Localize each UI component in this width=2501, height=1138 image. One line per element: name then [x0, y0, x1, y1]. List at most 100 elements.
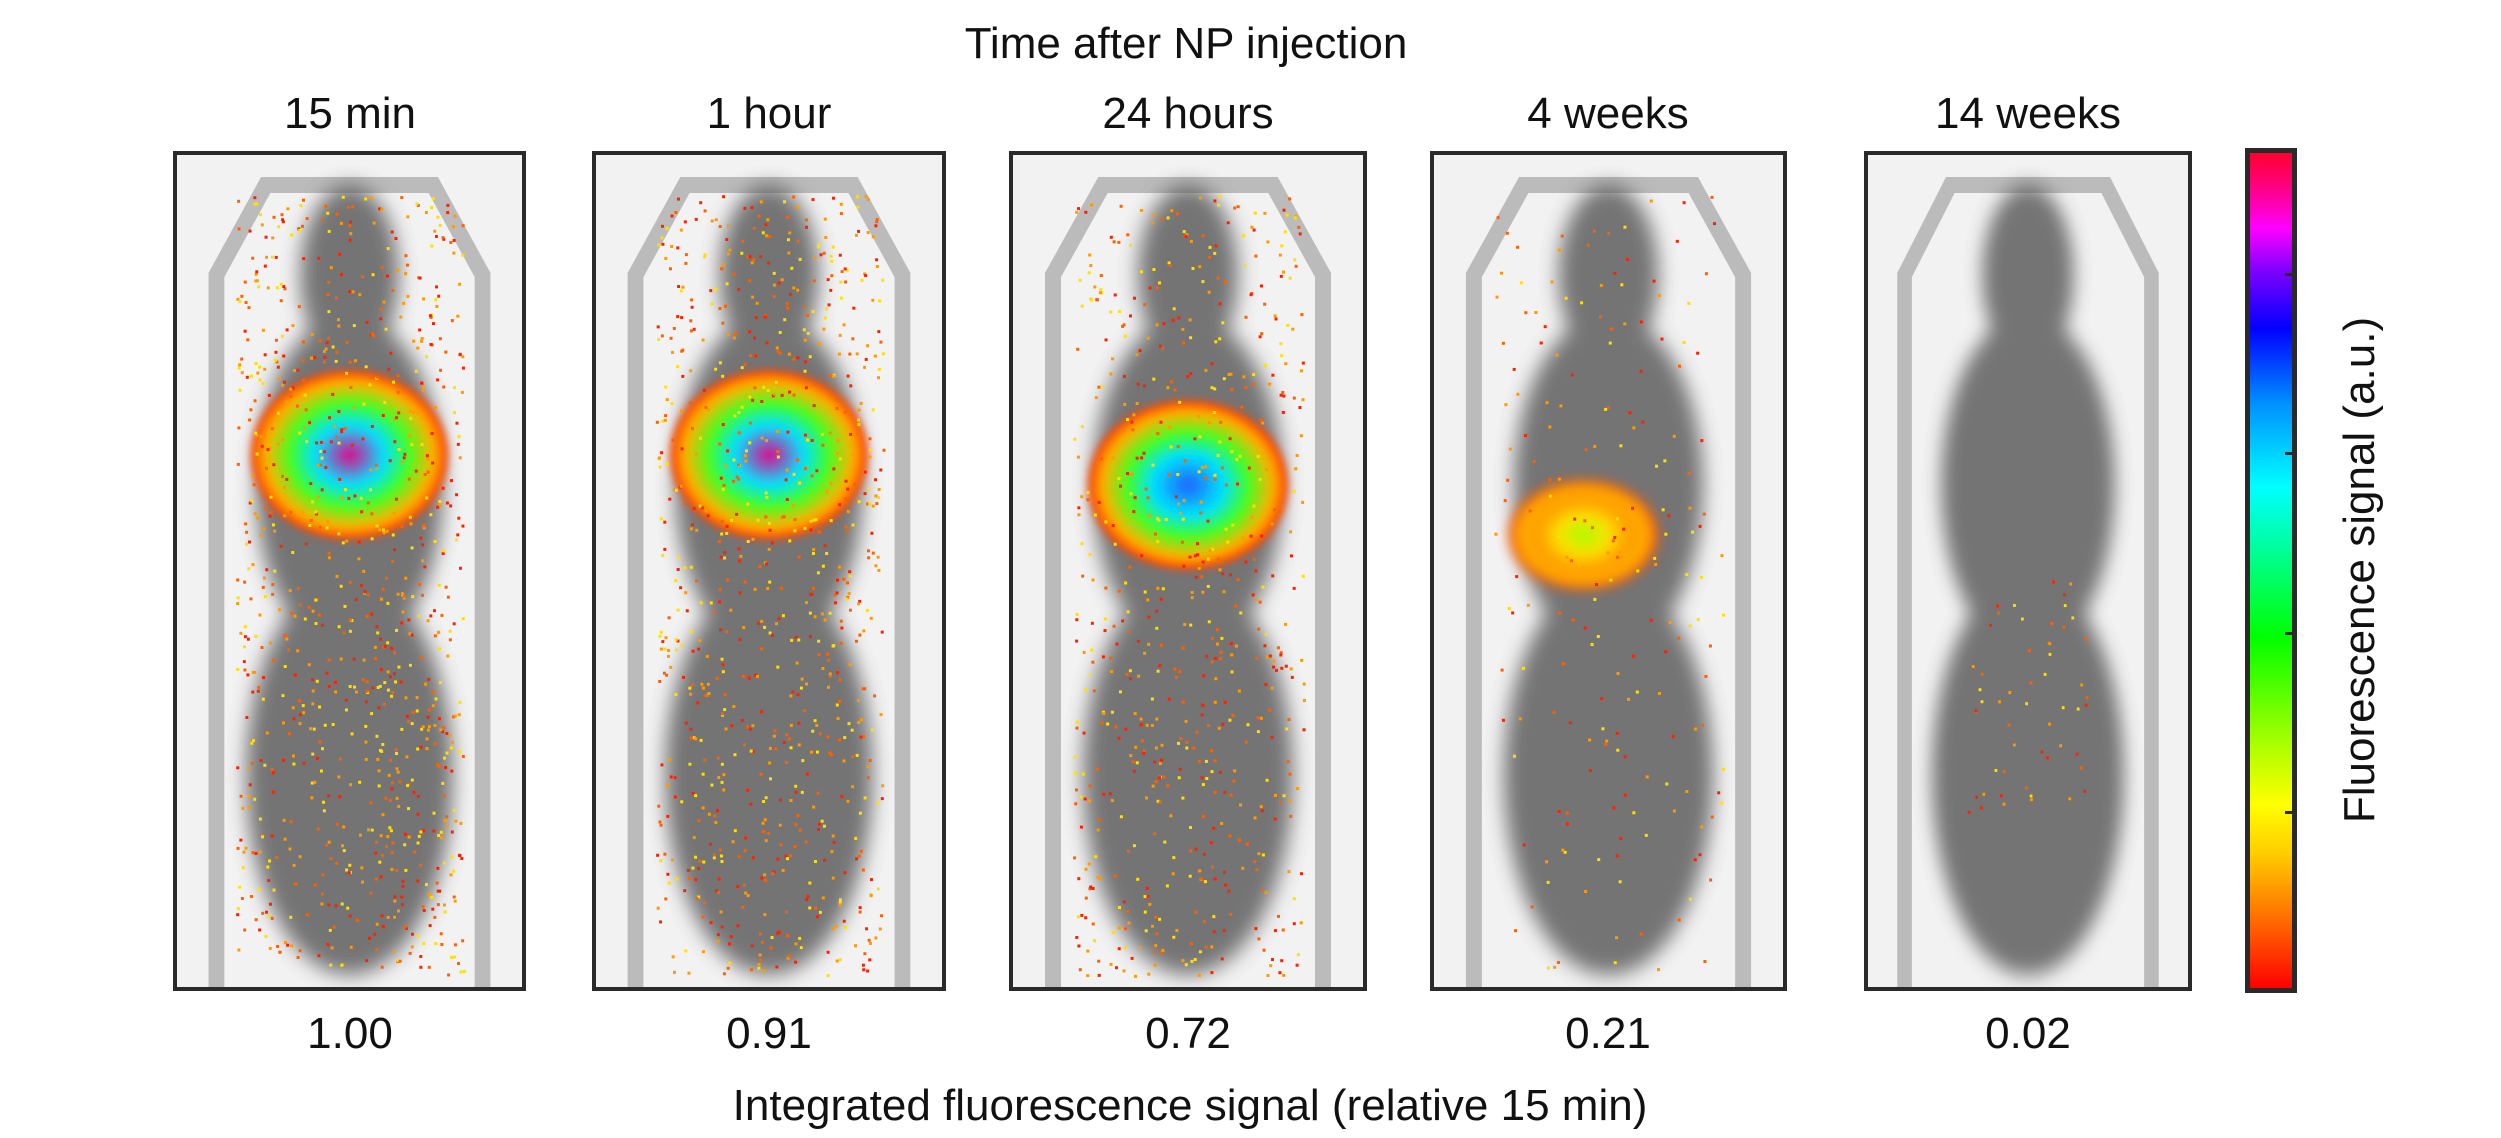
fluorescence-speck — [848, 352, 852, 356]
fluorescence-speck — [267, 914, 271, 918]
fluorescence-speck — [808, 906, 812, 910]
fluorescence-speck — [1213, 477, 1217, 481]
fluorescence-speck — [1980, 700, 1984, 704]
fluorescence-speck — [717, 776, 721, 779]
fluorescence-speck — [1206, 584, 1210, 588]
fluorescence-speck — [340, 963, 344, 967]
fluorescence-speck — [243, 280, 247, 284]
fluorescence-speck — [1994, 769, 1998, 772]
fluorescence-speck — [370, 828, 374, 832]
fluorescence-speck — [1198, 196, 1202, 200]
fluorescence-speck — [665, 462, 669, 466]
fluorescence-speck — [1300, 313, 1304, 317]
fluorescence-speck — [449, 873, 453, 877]
fluorescence-speck — [803, 467, 807, 470]
fluorescence-speck — [1123, 334, 1127, 338]
fluorescence-speck — [1109, 310, 1113, 314]
fluorescence-speck — [352, 324, 356, 328]
fluorescence-speck — [327, 840, 331, 844]
fluorescence-speck — [239, 794, 243, 798]
fluorescence-speck — [689, 319, 693, 323]
fluorescence-speck — [1613, 536, 1617, 539]
fluorescence-speck — [357, 540, 361, 544]
fluorescence-speck — [843, 736, 847, 740]
fluorescence-speck — [1188, 874, 1192, 878]
fluorescence-speck — [865, 927, 869, 931]
fluorescence-speck — [1086, 498, 1090, 502]
fluorescence-speck — [1189, 942, 1193, 946]
fluorescence-speck — [854, 944, 857, 948]
fluorescence-speck — [1251, 593, 1255, 597]
fluorescence-speck — [1133, 712, 1137, 716]
fluorescence-speck — [350, 619, 354, 622]
fluorescence-speck — [838, 503, 842, 507]
fluorescence-speck — [1619, 837, 1623, 840]
fluorescence-speck — [1500, 668, 1504, 672]
fluorescence-speck — [667, 881, 671, 885]
fluorescence-speck — [397, 411, 401, 415]
fluorescence-speck — [377, 769, 381, 773]
fluorescence-speck — [1253, 816, 1257, 820]
fluorescence-speck — [757, 962, 761, 966]
fluorescence-speck — [737, 287, 741, 291]
fluorescence-speck — [405, 755, 409, 759]
fluorescence-speck — [1244, 740, 1248, 744]
fluorescence-speck — [673, 795, 677, 799]
fluorescence-speck — [862, 735, 865, 739]
fluorescence-speck — [1299, 434, 1303, 438]
fluorescence-speck — [1216, 453, 1220, 457]
fluorescence-speck — [748, 421, 752, 425]
fluorescence-speck — [425, 737, 429, 741]
fluorescence-speck — [698, 639, 702, 643]
fluorescence-speck — [270, 916, 274, 920]
fluorescence-speck — [281, 220, 285, 224]
fluorescence-speck — [1989, 623, 1992, 627]
fluorescence-speck — [695, 452, 699, 456]
fluorescence-speck — [844, 280, 847, 284]
fluorescence-speck — [655, 420, 659, 424]
fluorescence-speck — [400, 903, 404, 907]
fluorescence-speck — [746, 894, 750, 898]
fluorescence-speck — [876, 887, 880, 891]
fluorescence-speck — [317, 954, 321, 958]
fluorescence-speck — [732, 705, 736, 708]
fluorescence-speck — [723, 708, 727, 712]
fluorescence-speck — [1263, 211, 1267, 215]
fluorescence-speck — [287, 732, 291, 736]
fluorescence-speck — [1177, 741, 1180, 745]
fluorescence-speck — [770, 633, 774, 637]
fluorescence-speck — [323, 723, 327, 727]
fluorescence-speck — [1136, 382, 1140, 386]
fluorescence-speck — [722, 195, 726, 199]
fluorescence-speck — [753, 587, 757, 591]
fluorescence-speck — [767, 235, 771, 239]
fluorescence-speck — [381, 528, 385, 532]
fluorescence-speck — [338, 477, 342, 481]
fluorescence-speck — [1077, 944, 1081, 948]
fluorescence-speck — [769, 777, 772, 781]
fluorescence-speck — [1223, 790, 1227, 794]
fluorescence-speck — [435, 285, 439, 289]
fluorescence-speck — [1631, 506, 1635, 510]
fluorescence-speck — [400, 460, 404, 464]
fluorescence-speck — [1267, 382, 1271, 386]
fluorescence-speck — [770, 936, 774, 939]
fluorescence-speck — [1284, 362, 1288, 366]
fluorescence-speck — [364, 724, 368, 728]
fluorescence-speck — [359, 584, 363, 588]
fluorescence-speck — [798, 936, 802, 940]
fluorescence-speck — [457, 853, 461, 857]
fluorescence-speck — [1086, 491, 1090, 495]
fluorescence-speck — [378, 860, 382, 864]
fluorescence-speck — [2068, 797, 2072, 801]
fluorescence-speck — [1207, 724, 1211, 727]
fluorescence-speck — [263, 264, 267, 268]
fluorescence-speck — [1208, 549, 1212, 553]
fluorescence-speck — [816, 915, 820, 919]
fluorescence-speck — [315, 441, 319, 445]
fluorescence-speck — [311, 609, 315, 613]
fluorescence-speck — [1213, 877, 1217, 881]
fluorescence-speck — [726, 449, 730, 453]
fluorescence-speck — [718, 225, 722, 228]
fluorescence-speck — [838, 565, 841, 569]
